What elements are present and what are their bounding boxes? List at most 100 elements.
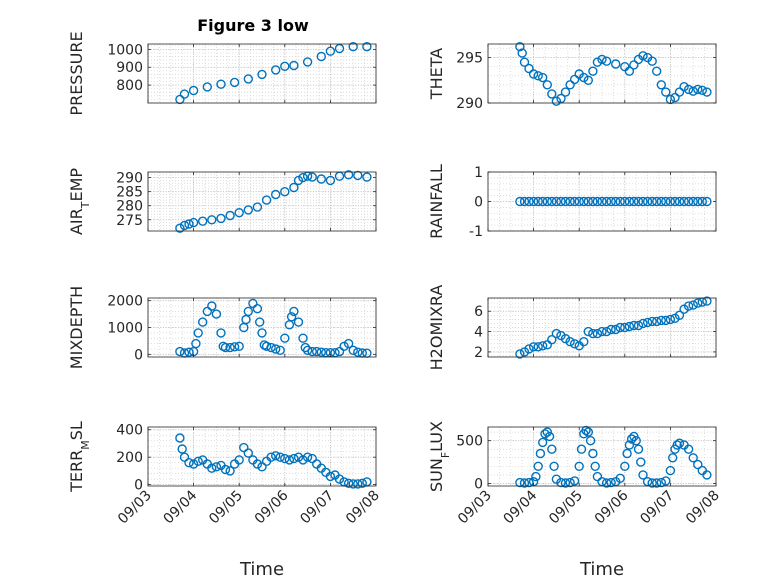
data-point	[353, 479, 363, 489]
data-point	[533, 196, 543, 207]
data-point	[588, 66, 598, 76]
data-point	[661, 196, 671, 207]
data-point	[540, 429, 550, 439]
x-axis-label: Time	[579, 559, 624, 580]
data-point	[316, 51, 326, 62]
data-point	[633, 196, 644, 207]
axes-frame	[147, 43, 377, 104]
data-point	[179, 89, 190, 99]
subplot-mixdepth: 0 1000 2000 MIXDEPTH	[67, 286, 377, 369]
y-tick-label: 200	[116, 450, 143, 466]
y-axis-label: TERRMSL	[67, 421, 92, 493]
data-point	[234, 341, 244, 351]
data-point	[184, 219, 194, 229]
data-point	[191, 338, 201, 349]
data-point	[179, 452, 190, 462]
data-point	[569, 339, 580, 349]
data-point	[284, 455, 295, 465]
data-point	[688, 196, 698, 207]
data-point	[549, 461, 559, 471]
data-point	[216, 213, 226, 224]
y-tick-label: 800	[116, 78, 143, 94]
data-point	[280, 333, 290, 343]
data-point	[325, 471, 336, 482]
data-point	[670, 196, 680, 207]
data-point	[343, 338, 354, 349]
data-point	[517, 48, 527, 58]
y-tick-label: 500	[456, 434, 483, 450]
data-point	[683, 444, 694, 454]
data-point	[202, 306, 213, 317]
data-point	[280, 453, 290, 464]
data-point	[515, 42, 525, 52]
data-point	[271, 344, 281, 354]
data-point	[633, 320, 644, 331]
data-point	[652, 66, 662, 76]
data-point	[302, 452, 313, 462]
data-point	[652, 196, 662, 207]
x-tick-label: 09/03	[455, 488, 495, 528]
data-point	[207, 215, 217, 225]
data-point	[334, 346, 345, 357]
data-point	[325, 46, 336, 56]
data-point	[665, 94, 676, 105]
data-point	[220, 342, 231, 353]
data-point	[307, 172, 317, 182]
data-point	[597, 54, 607, 65]
data-point	[588, 448, 598, 459]
data-point	[538, 196, 548, 207]
data-point	[688, 300, 698, 310]
data-point	[229, 342, 240, 352]
data-point	[298, 333, 308, 343]
data-point	[243, 306, 254, 317]
data-point	[271, 451, 281, 461]
data-point	[524, 477, 534, 488]
data-point	[615, 473, 625, 483]
data-point	[697, 196, 707, 207]
data-point	[624, 321, 635, 332]
data-point	[302, 345, 313, 355]
data-point	[298, 455, 308, 465]
data-point	[542, 196, 552, 207]
data-point	[615, 196, 625, 207]
y-tick-label: 6	[474, 304, 483, 320]
data-point	[357, 478, 367, 488]
y-tick-label: 2	[474, 345, 483, 361]
x-tick-label: 09/04	[161, 487, 201, 527]
axes-frame	[147, 426, 377, 487]
data-point	[544, 431, 555, 442]
data-point	[348, 42, 358, 52]
data-point	[642, 196, 653, 207]
data-point	[188, 217, 199, 228]
data-point	[216, 328, 226, 338]
data-point	[515, 196, 525, 207]
data-point	[693, 459, 703, 470]
data-point	[188, 459, 199, 469]
data-point	[312, 346, 322, 357]
data-point	[702, 470, 712, 480]
data-point	[302, 57, 313, 67]
data-point	[175, 94, 185, 105]
y-tick-label: 1000	[107, 42, 143, 58]
y-tick-label: 1000	[107, 321, 143, 337]
data-point	[280, 61, 290, 72]
data-point	[638, 470, 648, 480]
subplot-rainfall: -1 0 1 RAINFALL	[427, 164, 717, 240]
data-point	[636, 457, 646, 467]
data-point	[652, 316, 662, 327]
y-axis-label: SUNFLUX	[427, 421, 452, 492]
y-tick-label: 285	[116, 185, 143, 201]
data-point	[665, 196, 676, 207]
data-point	[286, 312, 297, 322]
y-tick-label: 290	[116, 171, 143, 187]
data-point	[225, 466, 235, 476]
data-point	[601, 326, 612, 337]
data-point	[348, 345, 358, 355]
data-point	[585, 436, 596, 446]
data-point	[629, 320, 639, 331]
data-point	[624, 66, 635, 76]
data-point	[656, 80, 666, 90]
data-point	[307, 453, 317, 464]
data-point	[334, 43, 345, 54]
